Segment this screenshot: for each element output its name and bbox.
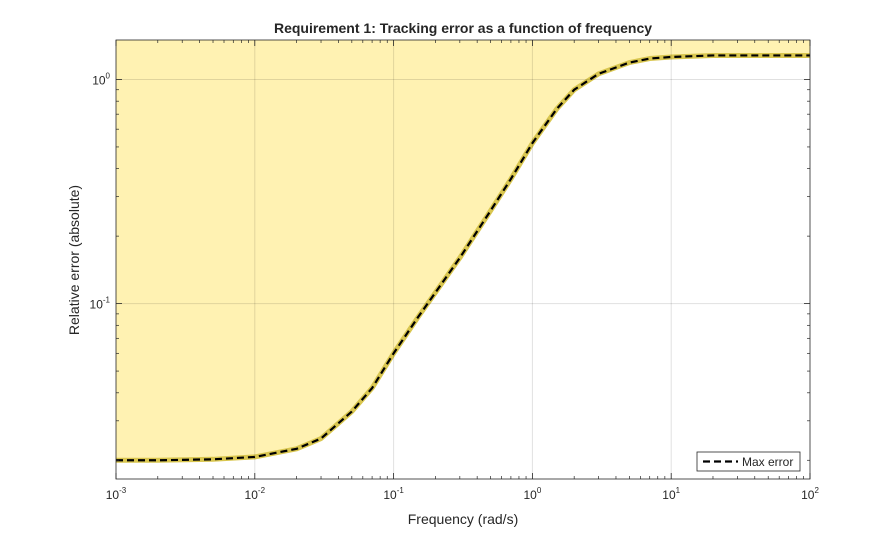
x-tick-label-exponent: 1 [676,486,681,495]
series-layer [116,54,810,462]
x-tick-label: 10-2 [245,486,266,502]
x-axis-label: Frequency (rad/s) [408,511,518,527]
legend-box [696,451,801,472]
axes [115,39,811,480]
x-tick-label: 100 [523,486,541,502]
chart-title: Requirement 1: Tracking error as a funct… [274,20,652,36]
x-tick-label-base: 10 [245,488,259,502]
legend-label-max-error: Max error [742,455,793,469]
x-tick-label-base: 10 [801,488,815,502]
grid [116,40,810,479]
x-tick-label-exponent: 2 [814,486,819,495]
series-line-max-error [116,54,810,462]
x-tick-label-exponent: -3 [119,486,127,495]
x-tick-label-exponent: -2 [258,486,266,495]
y-tick-label-base: 10 [90,298,104,312]
x-tick-label: 10-1 [383,486,404,502]
y-tick-label: 100 [92,71,110,87]
x-tick-label: 101 [662,486,680,502]
y-tick-label-base: 10 [92,73,106,87]
x-tick-label-base: 10 [383,488,397,502]
x-tick-label-base: 10 [662,488,676,502]
x-tick-label-exponent: -1 [397,486,405,495]
y-tick-label-exponent: -1 [103,296,111,305]
y-axis-label: Relative error (absolute) [66,185,82,335]
x-tick-label-exponent: 0 [537,486,542,495]
x-tick-label-base: 10 [106,488,120,502]
legend[interactable]: Max error [696,451,801,472]
y-tick-label-exponent: 0 [106,71,111,80]
axes-box [115,39,811,480]
x-tick-label: 10-3 [106,486,127,502]
x-tick-label-base: 10 [523,488,537,502]
x-tick-label: 102 [801,486,819,502]
y-tick-label: 10-1 [90,296,111,312]
